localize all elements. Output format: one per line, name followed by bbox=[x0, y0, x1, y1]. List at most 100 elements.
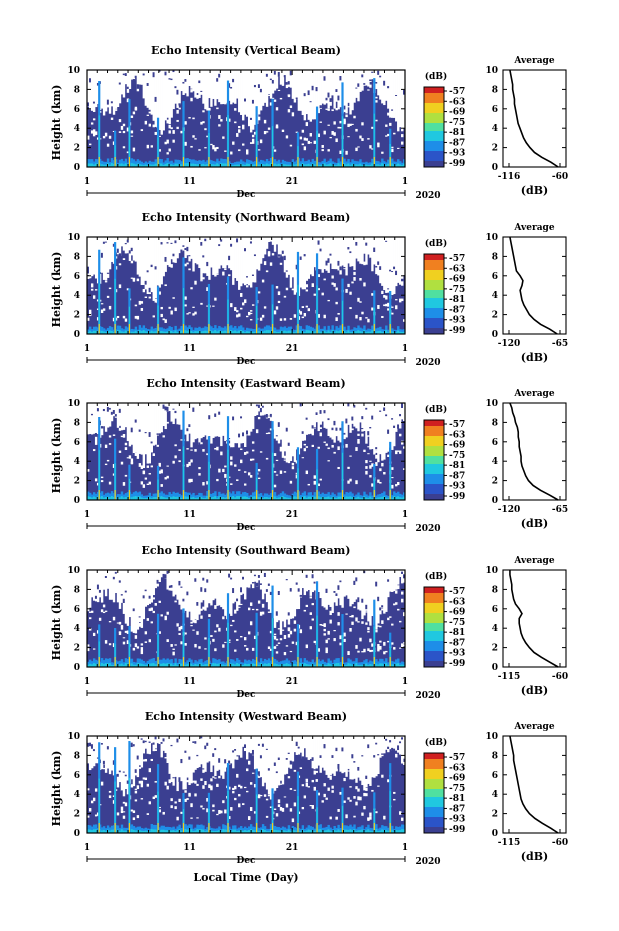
echo-speckle bbox=[371, 71, 374, 73]
colorbar-segment bbox=[424, 755, 444, 758]
no-data-speckle bbox=[321, 292, 324, 296]
no-data-speckle bbox=[166, 475, 169, 479]
surface-echo bbox=[130, 158, 134, 167]
surface-echo-strong bbox=[367, 664, 370, 667]
x-tick-label: 11 bbox=[183, 177, 196, 187]
no-data-column bbox=[255, 403, 259, 416]
no-data-speckle bbox=[321, 144, 324, 148]
surface-echo bbox=[108, 493, 112, 500]
surface-echo bbox=[160, 825, 163, 833]
no-data-column bbox=[265, 237, 269, 249]
no-data-speckle bbox=[120, 806, 124, 811]
no-data-speckle bbox=[108, 790, 112, 793]
rain-streak-peak bbox=[157, 157, 159, 167]
no-data-column bbox=[116, 237, 120, 255]
no-data-column bbox=[251, 237, 255, 283]
no-data-speckle bbox=[387, 133, 390, 137]
no-data-speckle bbox=[401, 134, 404, 138]
echo-speckle bbox=[277, 72, 281, 77]
no-data-column bbox=[120, 70, 124, 95]
surface-echo bbox=[359, 826, 362, 833]
no-data-column bbox=[375, 736, 378, 777]
no-data-column bbox=[174, 237, 177, 263]
echo-speckle bbox=[269, 78, 273, 81]
colorbar-unit: (dB) bbox=[425, 71, 447, 82]
surface-echo bbox=[244, 491, 247, 500]
no-data-speckle bbox=[317, 274, 320, 278]
no-data-column bbox=[112, 570, 116, 603]
echo-speckle bbox=[206, 261, 209, 267]
echo-speckle bbox=[164, 406, 167, 411]
colorbar-segment bbox=[424, 446, 444, 449]
no-data-speckle bbox=[154, 795, 157, 798]
no-data-column bbox=[104, 237, 108, 281]
no-data-column bbox=[277, 736, 281, 786]
no-data-speckle bbox=[347, 797, 350, 800]
echo-speckle bbox=[178, 424, 181, 430]
surface-echo bbox=[216, 659, 219, 667]
echo-speckle bbox=[333, 420, 336, 426]
no-data-column bbox=[325, 70, 328, 104]
surface-echo bbox=[194, 327, 197, 334]
echo-speckle bbox=[351, 754, 354, 759]
no-data-column bbox=[365, 736, 368, 788]
no-data-speckle bbox=[289, 105, 293, 108]
echo-speckle bbox=[401, 403, 404, 408]
surface-echo-strong bbox=[357, 496, 360, 500]
rain-streak-peak bbox=[98, 657, 100, 667]
echo-speckle bbox=[140, 738, 144, 740]
surface-echo bbox=[335, 162, 338, 167]
no-data-speckle bbox=[176, 816, 179, 821]
no-data-speckle bbox=[134, 788, 138, 790]
no-data-column bbox=[349, 403, 352, 433]
surface-echo-strong bbox=[269, 496, 273, 500]
no-data-column bbox=[88, 237, 92, 279]
echo-speckle bbox=[319, 105, 322, 109]
no-data-speckle bbox=[228, 641, 231, 643]
no-data-speckle bbox=[120, 125, 124, 130]
no-data-column bbox=[287, 570, 291, 625]
surface-echo bbox=[87, 825, 90, 833]
no-data-column bbox=[399, 570, 402, 578]
colorbar-tick-label: -63 bbox=[449, 430, 465, 440]
no-data-speckle bbox=[299, 136, 303, 140]
rain-streak-core bbox=[98, 450, 100, 500]
colorbar-segment bbox=[424, 304, 444, 307]
no-data-column bbox=[210, 570, 213, 606]
surface-echo bbox=[118, 494, 122, 500]
average-y-tick-label: 10 bbox=[485, 66, 498, 76]
no-data-speckle bbox=[202, 785, 205, 789]
no-data-column bbox=[92, 237, 96, 275]
no-data-column bbox=[100, 70, 104, 109]
no-data-column bbox=[152, 570, 155, 596]
surface-echo bbox=[90, 159, 94, 167]
no-data-column bbox=[124, 570, 128, 624]
surface-echo bbox=[401, 661, 404, 667]
colorbar-tick-label: -99 bbox=[449, 159, 465, 169]
no-data-speckle bbox=[301, 316, 305, 319]
no-data-column bbox=[393, 237, 396, 295]
average-y-tick-label: 2 bbox=[492, 644, 498, 654]
surface-echo bbox=[335, 495, 338, 500]
no-data-column bbox=[299, 237, 303, 288]
surface-echo bbox=[220, 661, 223, 667]
echo-speckle bbox=[178, 103, 181, 106]
no-data-speckle bbox=[134, 790, 138, 794]
no-data-speckle bbox=[126, 457, 130, 459]
colorbar-segment bbox=[424, 123, 444, 126]
surface-echo-strong bbox=[285, 331, 289, 334]
no-data-speckle bbox=[104, 463, 108, 466]
no-data-speckle bbox=[238, 126, 241, 129]
surface-echo-strong bbox=[222, 829, 225, 833]
no-data-speckle bbox=[369, 460, 372, 462]
no-data-speckle bbox=[403, 761, 406, 765]
echo-speckle bbox=[317, 240, 320, 245]
surface-echo-strong bbox=[293, 663, 297, 667]
no-data-column bbox=[321, 237, 324, 273]
echo-speckle bbox=[325, 260, 328, 266]
echo-speckle bbox=[325, 588, 328, 593]
no-data-column bbox=[255, 237, 259, 270]
no-data-speckle bbox=[102, 604, 106, 608]
rain-streak-peak bbox=[208, 823, 210, 833]
echo-speckle bbox=[395, 95, 398, 97]
